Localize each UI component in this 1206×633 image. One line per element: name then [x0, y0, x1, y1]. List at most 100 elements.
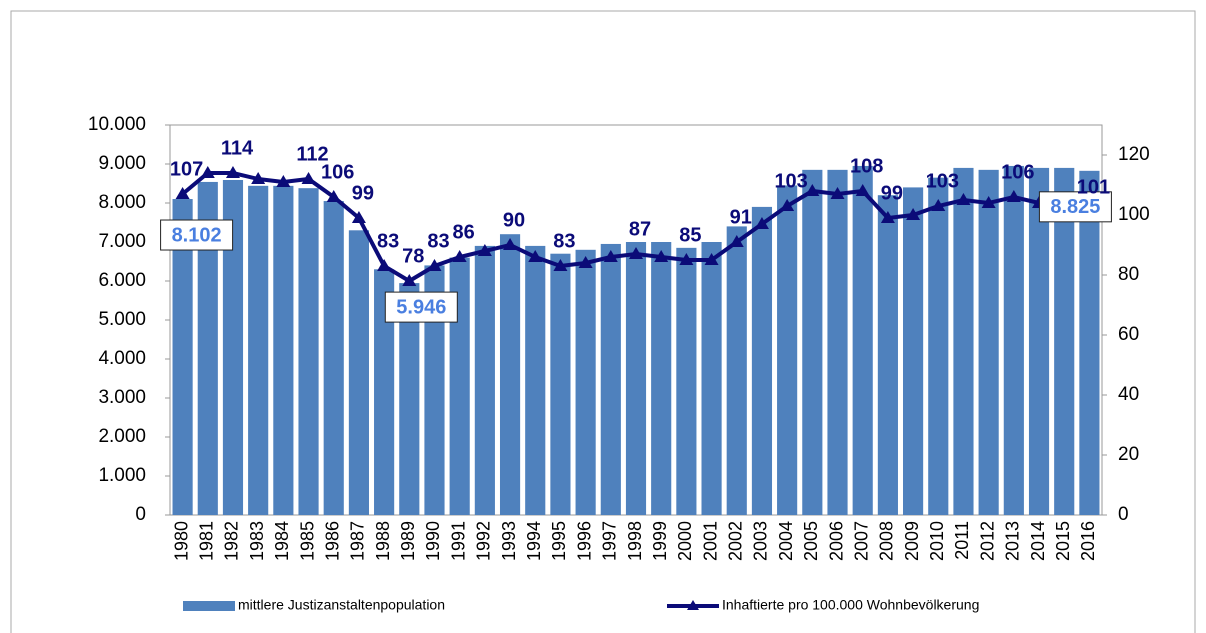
bar — [575, 249, 596, 516]
x-tick-label: 2008 — [877, 521, 897, 561]
data-label: 106 — [1001, 161, 1034, 183]
y-tick-label: 10.000 — [88, 114, 146, 135]
bar — [1079, 170, 1100, 515]
bar — [928, 177, 949, 515]
bar — [777, 185, 798, 515]
bar — [676, 247, 697, 515]
line-marker — [351, 211, 366, 223]
x-tick-label: 1994 — [524, 521, 544, 561]
data-label: 106 — [321, 161, 354, 183]
bar — [424, 265, 445, 515]
x-tick-label: 1995 — [549, 521, 569, 561]
data-label-box — [160, 219, 234, 251]
y-tick-label: 2.000 — [98, 426, 146, 447]
bar — [827, 169, 848, 515]
bar — [651, 242, 672, 515]
data-label: 91 — [730, 206, 752, 228]
x-tick-label: 2014 — [1028, 521, 1048, 561]
bar — [374, 269, 395, 515]
y2-tick-label: 100 — [1118, 204, 1150, 225]
x-tick-label: 1985 — [297, 521, 317, 561]
line-marker — [1006, 190, 1021, 202]
legend-label: mittlere Justizanstaltenpopulation — [238, 597, 445, 613]
line-marker — [326, 190, 341, 202]
data-label: 83 — [553, 230, 575, 252]
bar — [1003, 165, 1024, 515]
x-tick-label: 2011 — [952, 521, 972, 560]
bar — [298, 188, 319, 515]
bar — [172, 199, 193, 515]
x-tick-label: 2002 — [726, 521, 746, 561]
x-tick-label: 2007 — [851, 521, 871, 561]
line-marker — [830, 187, 845, 199]
x-tick-label: 1986 — [322, 521, 342, 561]
line-marker — [754, 217, 769, 229]
bar — [1028, 167, 1050, 515]
x-tick-label: 1996 — [574, 521, 594, 561]
data-label: 83 — [427, 230, 449, 252]
x-tick-label: 2005 — [801, 521, 821, 561]
y2-tick-label: 80 — [1118, 264, 1139, 285]
bar — [399, 283, 420, 515]
data-label: 86 — [453, 221, 475, 243]
data-label: 83 — [377, 230, 399, 252]
x-tick-label: 1982 — [222, 521, 242, 561]
x-tick-label: 2012 — [977, 521, 997, 561]
bar — [726, 226, 747, 515]
data-label: 108 — [850, 155, 883, 177]
bar — [701, 242, 722, 515]
data-label: 78 — [402, 245, 424, 267]
y-tick-label: 5.000 — [98, 309, 146, 330]
line-marker — [452, 250, 467, 262]
line-marker — [981, 196, 996, 208]
line-marker — [603, 250, 618, 262]
line-marker — [200, 166, 215, 178]
x-tick-label: 2016 — [1078, 521, 1098, 561]
line-marker — [427, 259, 442, 271]
line-marker — [906, 208, 921, 220]
bar — [852, 165, 873, 515]
line-marker — [553, 259, 568, 271]
y-tick-label: 8.000 — [98, 192, 146, 213]
x-tick-label: 1988 — [373, 521, 393, 561]
bar — [273, 185, 294, 515]
bar — [877, 195, 898, 515]
y-tick-label: 9.000 — [98, 153, 146, 174]
line-marker — [477, 244, 492, 256]
line-marker — [931, 199, 946, 211]
data-label: 87 — [629, 218, 651, 240]
x-tick-label: 1984 — [272, 521, 292, 561]
x-tick-label: 2015 — [1053, 521, 1073, 561]
bar — [978, 169, 999, 515]
bar — [197, 181, 218, 515]
x-tick-label: 2013 — [1003, 521, 1023, 561]
legend-label: Inhaftierte pro 100.000 Wohnbevölkerung — [722, 597, 979, 613]
line-marker — [679, 253, 694, 265]
y2-tick-label: 60 — [1118, 324, 1139, 345]
x-tick-label: 2004 — [776, 521, 796, 561]
bar-label: 5.946 — [396, 296, 446, 318]
line-marker — [729, 235, 744, 247]
data-label: 101 — [1077, 176, 1110, 198]
line-marker — [956, 193, 971, 205]
bar-label: 8.825 — [1050, 196, 1100, 218]
bar — [323, 201, 344, 516]
line-marker — [880, 211, 895, 223]
bar — [1054, 167, 1075, 515]
y-tick-label: 6.000 — [98, 270, 146, 291]
y-tick-label: 7.000 — [98, 231, 146, 252]
line-marker — [276, 175, 291, 187]
x-tick-label: 2003 — [751, 521, 771, 561]
bar-label: 8.102 — [172, 224, 222, 246]
x-tick-label: 1989 — [398, 521, 418, 561]
line-marker — [780, 199, 795, 211]
line-marker — [377, 259, 392, 271]
line-marker — [578, 256, 593, 268]
data-label: 112 — [296, 143, 328, 165]
data-label: 85 — [679, 224, 701, 246]
bar — [550, 253, 571, 515]
bar — [751, 206, 773, 515]
bar — [802, 169, 823, 515]
x-tick-label: 2000 — [675, 521, 695, 561]
